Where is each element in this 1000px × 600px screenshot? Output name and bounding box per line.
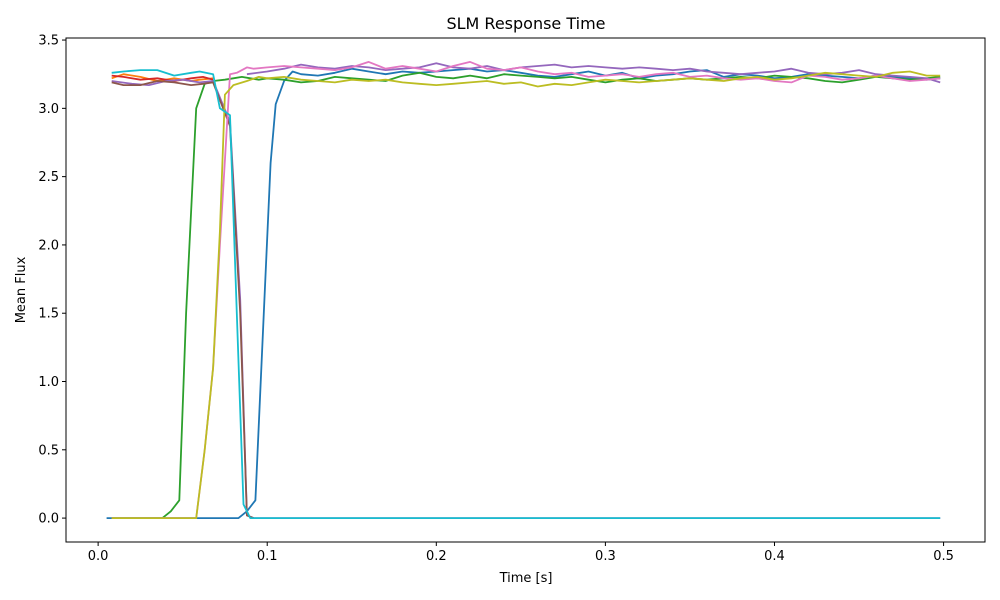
series-line-7	[111, 80, 255, 519]
y-tick-label: 0.0	[38, 512, 59, 527]
series-lines	[106, 61, 941, 519]
y-tick-label: 2.5	[38, 170, 59, 185]
x-axis-label: Time [s]	[499, 571, 553, 586]
x-tick-label: 0.0	[88, 549, 109, 564]
y-tick-label: 1.0	[38, 375, 59, 390]
x-tick-label: 0.5	[933, 549, 954, 564]
y-tick-label: 0.5	[38, 443, 59, 458]
chart-title: SLM Response Time	[446, 14, 605, 33]
x-tick-label: 0.2	[426, 549, 447, 564]
y-axis-label: Mean Flux	[14, 256, 29, 323]
y-tick-label: 2.0	[38, 238, 59, 253]
x-tick-label: 0.3	[595, 549, 616, 564]
series-line-6	[246, 62, 941, 84]
y-axis-ticks: 0.0 0.5 1.0 1.5 2.0 2.5 3.0 3.5	[38, 34, 66, 527]
series-line-8	[111, 61, 941, 519]
series-line-9	[111, 70, 941, 519]
series-line-10	[111, 69, 941, 519]
y-tick-label: 1.5	[38, 307, 59, 322]
series-line-4	[111, 74, 214, 82]
x-tick-label: 0.1	[257, 549, 278, 564]
plot-frame	[65, 37, 986, 543]
y-tick-label: 3.0	[38, 102, 59, 117]
x-tick-label: 0.4	[764, 549, 785, 564]
y-tick-label: 3.5	[38, 34, 59, 49]
x-axis-ticks: 0.0 0.1 0.2 0.3 0.4 0.5	[88, 542, 954, 564]
